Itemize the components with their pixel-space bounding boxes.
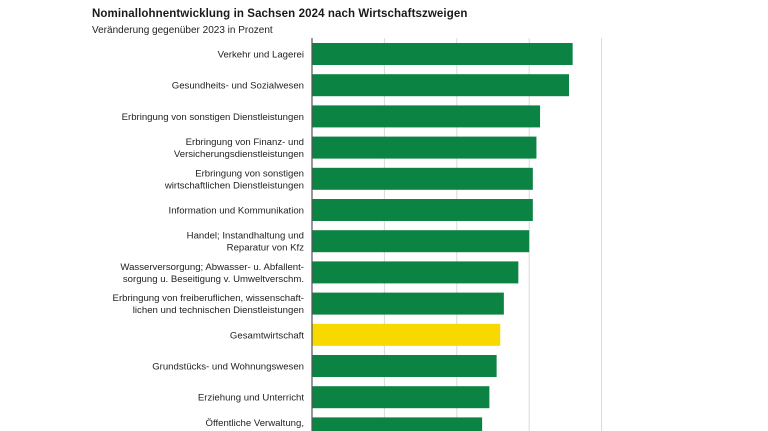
- category-label: lichen und technischen Dienstleistungen: [133, 305, 304, 316]
- category-label: Öffentliche Verwaltung,: [206, 418, 305, 429]
- bar-highlight: [312, 323, 501, 346]
- bar: [312, 417, 483, 431]
- bar: [312, 43, 573, 65]
- chart-subtitle: Veränderung gegenüber 2023 in Prozent: [92, 25, 273, 36]
- bar: [312, 230, 530, 253]
- category-label: Erbringung von sonstigen Dienstleistunge…: [122, 112, 304, 123]
- bar: [312, 199, 533, 221]
- bar: [312, 136, 537, 159]
- bar: [312, 386, 490, 409]
- category-label: Gesundheits- und Sozialwesen: [172, 81, 304, 92]
- bar: [312, 261, 519, 284]
- category-label: Reparatur von Kfz: [227, 243, 305, 254]
- bar: [312, 105, 541, 128]
- category-label: Information und Kommunikation: [169, 206, 304, 217]
- category-label: Grundstücks- und Wohnungswesen: [152, 362, 304, 373]
- category-label: Erbringung von Finanz- und: [186, 137, 304, 148]
- bar: [312, 74, 570, 97]
- category-label: Wasserversorgung; Abwasser- u. Abfallent…: [120, 262, 304, 273]
- category-label: Verkehr und Lagerei: [218, 50, 304, 61]
- category-label: sorgung u. Beseitigung v. Umweltverschm.: [123, 274, 304, 285]
- category-label: wirtschaftlichen Dienstleistungen: [164, 180, 304, 191]
- bar: [312, 167, 533, 190]
- bar: [312, 292, 504, 315]
- category-label: Verteidigung; Sozialversicherung: [164, 430, 304, 431]
- category-label: Versicherungsdienstleistungen: [174, 149, 304, 160]
- chart-title: Nominallohnentwicklung in Sachsen 2024 n…: [92, 8, 468, 20]
- category-label: Erbringung von freiberuflichen, wissensc…: [113, 293, 304, 304]
- category-label: Erbringung von sonstigen: [195, 168, 304, 179]
- category-label: Gesamtwirtschaft: [230, 330, 304, 341]
- category-label: Handel; Instandhaltung und: [187, 231, 304, 242]
- bar: [312, 355, 497, 377]
- category-label: Erziehung und Unterricht: [198, 393, 304, 404]
